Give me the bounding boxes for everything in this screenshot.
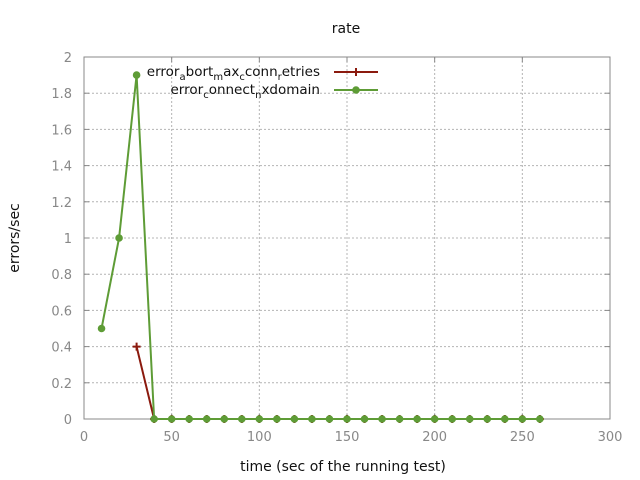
legend: errorabortmaxcconnretrieserrorconnectnxd…: [147, 64, 378, 101]
data-point: [352, 68, 360, 76]
y-tick-label: 0: [64, 413, 72, 428]
series-1: [97, 71, 544, 423]
y-tick-label: 0.2: [51, 377, 72, 392]
y-tick-label: 1.4: [51, 160, 72, 175]
y-tick-label: 1.8: [51, 87, 72, 102]
y-tick-label: 0.8: [51, 268, 72, 283]
series-0: [132, 342, 544, 423]
data-point: [378, 415, 386, 423]
legend-label-part: r: [278, 72, 283, 83]
data-point: [448, 415, 457, 423]
y-tick-label: 1.2: [51, 196, 72, 211]
y-axis-label: errors/sec: [7, 203, 23, 273]
x-axis: 0 50 100 150 200 250 300: [80, 57, 623, 445]
x-tick-label: 200: [422, 430, 447, 445]
x-tick-label: 250: [510, 430, 535, 445]
data-point: [501, 415, 509, 423]
data-point: [325, 415, 334, 423]
data-point: [202, 415, 211, 423]
data-point: [273, 415, 281, 423]
legend-label-part: xdomain: [261, 82, 320, 98]
x-tick-label: 150: [335, 430, 360, 445]
y-axis: 0 0.2 0.4 0.6 0.8 1 1.2 1.4 1.6 1.8 2: [51, 51, 610, 428]
x-tick-label: 50: [163, 430, 180, 445]
data-point: [352, 86, 360, 94]
legend-label-part: c: [203, 90, 209, 101]
x-tick-label: 0: [80, 430, 88, 445]
y-tick-label: 0.4: [51, 341, 72, 356]
data-point: [483, 415, 492, 423]
legend-label-part: error: [147, 64, 180, 80]
data-point: [132, 71, 141, 79]
legend-label-part: m: [213, 72, 223, 83]
legend-label-part: bort: [186, 64, 214, 80]
data-point: [185, 415, 193, 423]
data-point: [395, 415, 404, 423]
data-point: [308, 415, 316, 423]
x-axis-label: time (sec of the running test): [240, 459, 446, 475]
data-point: [115, 234, 123, 242]
legend-label-part: conn: [245, 64, 278, 80]
data-point: [360, 415, 369, 423]
grid: [84, 57, 610, 419]
y-tick-label: 0.6: [51, 304, 72, 319]
x-tick-label: 300: [598, 430, 623, 445]
series-line: [100, 74, 540, 420]
data-point: [132, 342, 141, 351]
legend-label: errorabortmaxcconnretries: [147, 64, 320, 83]
data-point: [238, 415, 246, 423]
data-point: [518, 415, 527, 423]
data-point: [536, 415, 544, 423]
legend-label-part: etries: [282, 64, 320, 80]
legend-label-part: ax: [223, 64, 239, 80]
data-point: [167, 415, 176, 423]
data-point: [465, 415, 474, 423]
legend-label-part: n: [255, 90, 261, 101]
legend-label-part: onnect: [209, 82, 255, 98]
data-point: [97, 324, 106, 333]
data-point: [430, 415, 439, 423]
chart-title: rate: [332, 21, 360, 37]
y-tick-label: 2: [64, 51, 72, 66]
legend-label: errorconnectnxdomain: [171, 82, 321, 101]
y-tick-label: 1.6: [51, 123, 72, 138]
x-tick-label: 100: [247, 430, 272, 445]
data-point: [290, 415, 299, 423]
data-point: [413, 415, 421, 423]
data-point: [255, 415, 264, 423]
series-layer: [97, 71, 544, 423]
data-point: [220, 415, 229, 423]
data-point: [150, 415, 158, 423]
legend-label-part: error: [171, 82, 204, 98]
y-tick-label: 1: [64, 232, 72, 247]
legend-label-part: c: [239, 72, 245, 83]
data-point: [343, 415, 351, 423]
legend-label-part: a: [179, 72, 185, 83]
